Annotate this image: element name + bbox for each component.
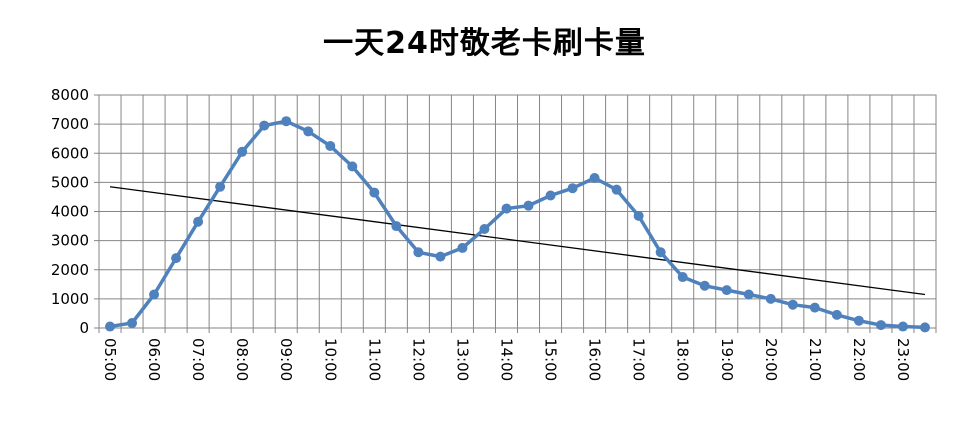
y-tick-label: 0: [79, 319, 89, 337]
data-point: [523, 200, 534, 211]
data-point: [501, 203, 512, 214]
y-tick-label: 2000: [51, 261, 89, 279]
y-tick-label: 7000: [51, 115, 89, 133]
data-point: [105, 321, 116, 332]
chart-title: 一天24时敬老卡刷卡量: [323, 26, 646, 61]
data-point: [281, 116, 292, 127]
data-point: [391, 221, 402, 232]
data-point: [721, 285, 732, 296]
data-point: [765, 293, 776, 304]
x-tick-label: 13:00: [453, 338, 471, 381]
data-point: [875, 320, 886, 331]
data-point: [611, 184, 622, 195]
data-point: [259, 120, 270, 131]
data-point: [479, 223, 490, 234]
data-point: [149, 289, 160, 300]
data-point: [809, 302, 820, 313]
trendline: [109, 186, 926, 296]
x-tick-label: 16:00: [586, 338, 604, 381]
y-tick-label: 5000: [51, 173, 89, 191]
data-point: [743, 289, 754, 300]
x-tick-label: 20:00: [762, 338, 780, 381]
y-tick-label: 4000: [51, 203, 89, 221]
data-point: [171, 253, 182, 264]
x-tick-label: 21:00: [806, 338, 824, 381]
x-tick-label: 11:00: [365, 338, 383, 381]
x-tick-label: 06:00: [145, 338, 163, 381]
data-point: [699, 280, 710, 291]
data-point: [919, 322, 930, 333]
y-tick-label: 8000: [51, 86, 89, 104]
data-point: [655, 247, 666, 258]
data-point: [897, 321, 908, 332]
x-tick-label: 15:00: [542, 338, 560, 381]
data-point: [347, 161, 358, 172]
data-point: [457, 242, 468, 253]
data-point: [787, 299, 798, 310]
x-tick-label: 08:00: [233, 338, 251, 381]
data-point: [853, 315, 864, 326]
data-point: [589, 173, 600, 184]
data-point: [677, 272, 688, 283]
data-point: [215, 181, 226, 192]
x-tick-label: 05:00: [101, 338, 119, 381]
data-point: [127, 318, 138, 329]
y-tick-label: 3000: [51, 232, 89, 250]
y-tick-label: 1000: [51, 290, 89, 308]
data-point: [545, 190, 556, 201]
data-point: [193, 216, 204, 227]
data-point: [567, 183, 578, 194]
x-tick-label: 23:00: [894, 338, 912, 381]
x-tick-label: 14:00: [497, 338, 515, 381]
x-tick-label: 10:00: [321, 338, 339, 381]
x-tick-label: 19:00: [718, 338, 736, 381]
x-tick-label: 22:00: [850, 338, 868, 381]
data-point: [831, 309, 842, 320]
data-point: [325, 140, 336, 151]
x-tick-label: 07:00: [189, 338, 207, 381]
y-tick-label: 6000: [51, 144, 89, 162]
x-tick-label: 18:00: [674, 338, 692, 381]
x-tick-label: 09:00: [277, 338, 295, 381]
data-point: [237, 146, 248, 157]
data-point: [303, 126, 314, 137]
data-point: [413, 247, 424, 258]
data-point: [633, 210, 644, 221]
data-point: [369, 187, 380, 198]
data-point: [435, 251, 446, 262]
x-tick-label: 12:00: [409, 338, 427, 381]
x-tick-label: 17:00: [630, 338, 648, 381]
